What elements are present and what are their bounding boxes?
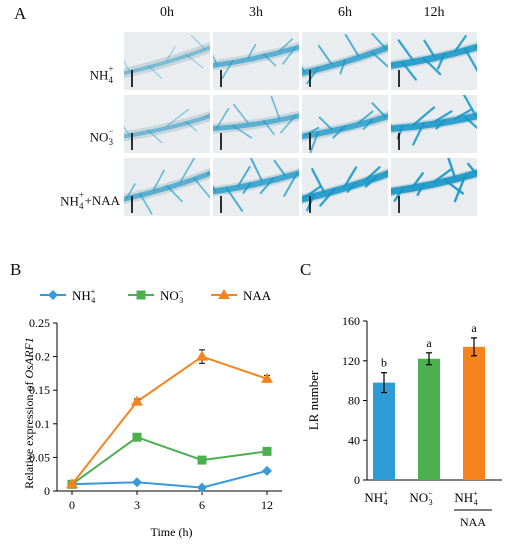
series-line-diamond <box>71 469 268 489</box>
time-label-0h: 0h <box>160 5 174 20</box>
data-point-square <box>132 432 142 442</box>
row-label-nh4: NH+4 <box>89 64 114 85</box>
bar-1 <box>373 382 395 480</box>
x-tick-label: 0 <box>69 498 75 512</box>
data-point-triangle <box>196 350 208 361</box>
bar-y-tick-label: 160 <box>342 314 360 328</box>
bar-y-tick-label: 0 <box>354 473 360 487</box>
bar-y-axis-label: LR number <box>306 370 321 430</box>
row-label-no3: NO−3 <box>89 126 114 147</box>
data-point-square <box>262 446 272 456</box>
micrograph-r3-c1 <box>124 158 210 216</box>
micrograph-r2-c1 <box>124 95 210 153</box>
y-tick-label: 0.2 <box>35 350 50 364</box>
data-point-square <box>197 455 207 465</box>
x-tick-label: 6 <box>199 498 205 512</box>
micrograph-r2-c2 <box>213 95 299 153</box>
panel-label-b: B <box>10 260 22 279</box>
micrograph-r1-c1 <box>124 32 210 90</box>
significance-letter: a <box>426 336 432 350</box>
bar-y-tick-label: 120 <box>342 354 360 368</box>
micrograph-r1-c3 <box>302 32 388 90</box>
data-point-triangle <box>261 372 273 383</box>
y-tick-label: 0.25 <box>29 316 50 330</box>
micrograph-r1-c2 <box>213 32 299 90</box>
micrograph-r2-c4 <box>391 95 477 153</box>
y-tick-label: 0.05 <box>29 450 50 464</box>
data-point-diamond <box>48 290 58 300</box>
y-tick-label: 0.15 <box>29 383 50 397</box>
bar-category-label: NH+ 4 <box>364 489 388 507</box>
y-tick-label: 0 <box>44 484 50 498</box>
y-axis-label: Relative expression of OsARF1 <box>22 337 36 489</box>
legend-label: NH+ 4 <box>72 287 96 305</box>
data-point-diamond <box>67 479 77 490</box>
data-point-square <box>67 479 77 489</box>
panel-label-a: A <box>14 4 27 23</box>
x-tick-label: 3 <box>134 498 140 512</box>
time-label-12h: 12h <box>423 5 445 20</box>
bar-category-under-label: NAA <box>460 515 486 529</box>
micrograph-r1-c4 <box>391 32 477 90</box>
x-tick-label: 12 <box>261 498 273 512</box>
data-point-triangle <box>131 395 143 406</box>
bar-3 <box>463 346 485 480</box>
legend-label: NO− 3 <box>160 287 184 305</box>
micrograph-r3-c3 <box>302 158 388 216</box>
micrograph-r2-c3 <box>302 95 388 153</box>
legend-label: NAA <box>243 288 272 303</box>
micrograph-r3-c4 <box>391 158 477 216</box>
bar-y-tick-label: 80 <box>348 394 360 408</box>
series-line-triangle <box>71 355 268 485</box>
micrograph-r3-c2 <box>213 158 299 216</box>
data-point-square <box>136 290 146 300</box>
panel-label-c: C <box>300 260 312 279</box>
data-point-diamond <box>132 477 142 488</box>
data-point-triangle <box>218 289 230 299</box>
data-point-diamond <box>197 482 207 493</box>
time-label-6h: 6h <box>338 5 352 20</box>
data-point-diamond <box>262 465 272 476</box>
series-line-square <box>71 436 268 486</box>
significance-letter: a <box>471 321 477 335</box>
x-axis-label: Time (h) <box>151 525 193 539</box>
time-label-3h: 3h <box>249 5 263 20</box>
y-tick-label: 0.1 <box>35 417 50 431</box>
data-point-triangle <box>66 478 78 489</box>
bar-y-tick-label: 40 <box>348 433 360 447</box>
bar-2 <box>418 358 440 480</box>
bar-category-label: NO− 3 <box>409 489 433 507</box>
bar-category-label: NH+ 4 <box>454 489 478 507</box>
significance-letter: b <box>381 356 387 370</box>
row-label-nh4-naa: NH+4+NAA <box>60 190 120 211</box>
